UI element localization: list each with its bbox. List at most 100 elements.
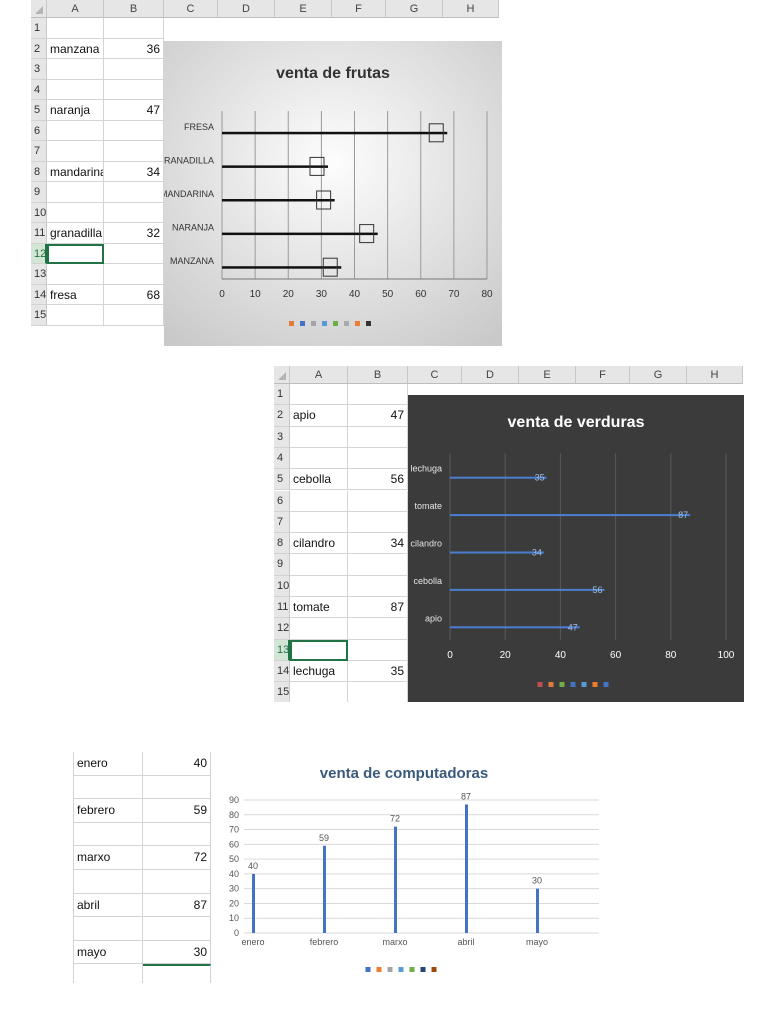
cell-a2[interactable]: manzana [47,38,104,59]
row-header-13[interactable]: 13 [274,639,290,661]
row-header-8[interactable]: 8 [31,161,47,182]
cell-b6[interactable] [348,490,408,512]
chart-venta-de-computadoras[interactable]: venta de computadoras 0 10 20 30 40 50 60 70 80 90… [214,751,623,983]
row-header-9[interactable]: 9 [31,182,47,203]
row-header-12[interactable]: 12 [274,618,290,640]
cell-a4[interactable] [290,447,348,470]
row-header-4[interactable]: 4 [274,447,290,470]
cell-a3[interactable] [290,426,348,448]
column-header-h[interactable]: H [443,0,499,18]
column-header-h[interactable]: H [687,366,743,384]
cell-a11[interactable]: granadilla [47,223,104,244]
column-header-c[interactable]: C [164,0,218,18]
column-header-a[interactable]: A [290,366,348,384]
cell-value-enero[interactable]: 40 [143,752,211,776]
cell-a6[interactable] [47,120,104,141]
row-header-10[interactable]: 10 [274,575,290,597]
chart-venta-de-frutas[interactable]: venta de frutas 0 10 20 30 40 50 60 70 80 MANZANA N… [164,41,502,346]
cell-b1[interactable] [348,384,408,406]
column-header-c[interactable]: C [408,366,462,384]
cell-b1[interactable] [104,18,164,39]
cell-b12[interactable] [348,618,408,640]
cell-a9[interactable] [47,182,104,203]
chart-legend[interactable] [289,321,371,326]
column-header-b[interactable]: B [104,0,164,18]
row-header-8[interactable]: 8 [274,533,290,555]
cell-b3[interactable] [348,426,408,448]
cell-empty[interactable] [73,822,143,847]
cell-a4[interactable] [47,79,104,100]
column-header-b[interactable]: B [348,366,408,384]
row-header-14[interactable]: 14 [31,284,47,305]
cell-b3[interactable] [104,59,164,80]
cell-a13[interactable] [47,264,104,285]
cell-value-febrero[interactable]: 59 [143,799,211,823]
cell-b2[interactable]: 47 [348,405,408,427]
row-header-15[interactable]: 15 [31,305,47,326]
row-header-10[interactable]: 10 [31,202,47,223]
cell-a7[interactable] [290,511,348,534]
column-header-a[interactable]: A [47,0,104,18]
column-header-f[interactable]: F [332,0,386,18]
cell-a6[interactable] [290,490,348,512]
cell-empty[interactable] [143,917,211,941]
row-header-1[interactable]: 1 [274,384,290,406]
row-header-2[interactable]: 2 [274,405,290,427]
cell-b13[interactable] [104,264,164,285]
cell-a12[interactable] [290,618,348,640]
column-header-g[interactable]: G [386,0,443,18]
select-all-corner[interactable] [274,366,290,384]
cell-a7[interactable] [47,141,104,162]
cell-b10[interactable] [104,202,164,223]
chart-venta-de-verduras[interactable]: venta de verduras 0 20 40 60 80 100 apio 47 cebol… [408,395,744,702]
cell-b11[interactable]: 87 [348,597,408,619]
column-header-g[interactable]: G [630,366,687,384]
cell-a5[interactable]: cebolla [290,469,348,491]
cell-empty[interactable] [143,822,211,847]
cell-b4[interactable] [348,447,408,470]
cell-value-abril[interactable]: 87 [143,893,211,918]
cell-a8[interactable]: cilandro [290,533,348,555]
cell-a14[interactable]: fresa [47,284,104,305]
cell-empty[interactable] [73,870,143,894]
cell-b10[interactable] [348,575,408,597]
row-header-3[interactable]: 3 [31,59,47,80]
cell-a8[interactable]: mandarina [47,161,104,182]
cell-a1[interactable] [290,384,348,406]
cell-a3[interactable] [47,59,104,80]
row-header-9[interactable]: 9 [274,554,290,576]
cell-a15[interactable] [290,682,348,702]
cell-b14[interactable]: 35 [348,660,408,683]
cell-b8[interactable]: 34 [348,533,408,555]
row-header-4[interactable]: 4 [31,79,47,100]
column-header-d[interactable]: D [218,0,275,18]
select-all-corner[interactable] [31,0,47,18]
cell-b15[interactable] [348,682,408,702]
cell-b5[interactable]: 56 [348,469,408,491]
cell-a5[interactable]: naranja [47,100,104,121]
row-header-7[interactable]: 7 [274,511,290,534]
cell-b14[interactable]: 68 [104,284,164,305]
cell-a9[interactable] [290,554,348,576]
cell-a1[interactable] [47,18,104,39]
cell-value-mayo[interactable]: 30 [143,940,211,965]
cell-b4[interactable] [104,79,164,100]
cell-label-febrero[interactable]: febrero [73,799,143,823]
row-header-7[interactable]: 7 [31,141,47,162]
cell-a13[interactable] [290,639,348,661]
column-header-e[interactable]: E [519,366,576,384]
cell-a12[interactable] [47,243,104,264]
cell-a10[interactable] [290,575,348,597]
cell-b2[interactable]: 36 [104,38,164,59]
cell-label-mayo[interactable]: mayo [73,940,143,965]
row-header-6[interactable]: 6 [274,490,290,512]
cell-b9[interactable] [104,182,164,203]
cell-value-marxo[interactable]: 72 [143,846,211,870]
chart-legend[interactable] [537,682,609,687]
cell-label-abril[interactable]: abril [73,893,143,918]
row-header-5[interactable]: 5 [31,100,47,121]
row-header-14[interactable]: 14 [274,660,290,683]
row-header-15[interactable]: 15 [274,682,290,702]
cell-b6[interactable] [104,120,164,141]
row-header-12[interactable]: 12 [31,243,47,264]
